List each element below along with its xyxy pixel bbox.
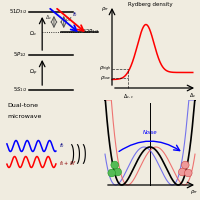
Text: $\Omega_p$: $\Omega_p$ bbox=[29, 67, 37, 78]
Text: Dual-tone: Dual-tone bbox=[7, 103, 38, 108]
Text: $\rho_{high}$: $\rho_{high}$ bbox=[99, 64, 111, 74]
Text: $f_0$: $f_0$ bbox=[59, 142, 65, 150]
Text: $\rho_{rr}$: $\rho_{rr}$ bbox=[190, 188, 199, 196]
Circle shape bbox=[184, 169, 192, 177]
Text: $f_0$: $f_0$ bbox=[72, 11, 78, 19]
Text: $5S_{1/2}$: $5S_{1/2}$ bbox=[13, 86, 27, 94]
Text: $51D_{3/2}$: $51D_{3/2}$ bbox=[9, 8, 27, 16]
Text: Noise: Noise bbox=[143, 130, 157, 136]
Circle shape bbox=[178, 168, 186, 176]
Text: $\Omega_c$: $\Omega_c$ bbox=[29, 29, 37, 38]
Text: $\delta f$: $\delta f$ bbox=[65, 15, 72, 23]
Circle shape bbox=[108, 169, 116, 177]
Text: microwave: microwave bbox=[7, 114, 41, 119]
Circle shape bbox=[181, 161, 189, 169]
Text: $f_0+\delta f$: $f_0+\delta f$ bbox=[59, 160, 76, 168]
Text: $52P_{1/2}$: $52P_{1/2}$ bbox=[82, 28, 99, 36]
Text: $\Delta_{c,c}$: $\Delta_{c,c}$ bbox=[123, 93, 134, 101]
Text: $\Delta_c$: $\Delta_c$ bbox=[189, 91, 197, 100]
Text: $5P_{1/2}$: $5P_{1/2}$ bbox=[13, 51, 27, 59]
Text: $\rho_{low}$: $\rho_{low}$ bbox=[100, 74, 111, 82]
Circle shape bbox=[114, 168, 122, 176]
Text: $\Delta_c$: $\Delta_c$ bbox=[45, 14, 53, 22]
Text: Rydberg density: Rydberg density bbox=[128, 2, 173, 7]
Text: $\rho_{rr}$: $\rho_{rr}$ bbox=[101, 5, 110, 13]
Circle shape bbox=[111, 161, 119, 169]
